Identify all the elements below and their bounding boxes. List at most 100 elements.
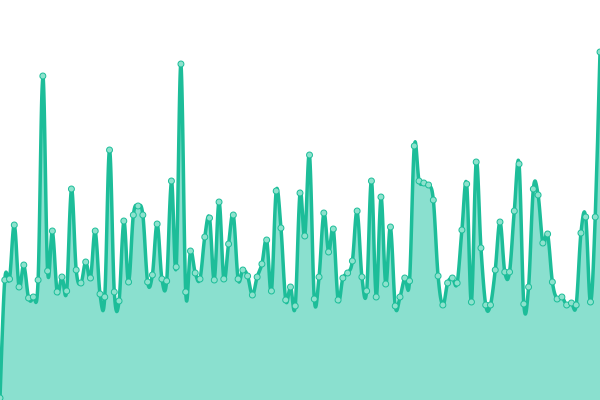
data-point-68 [320, 209, 328, 217]
data-point-23 [106, 146, 114, 154]
data-point-115 [544, 230, 552, 238]
data-point-114 [539, 239, 547, 247]
data-point-94 [444, 279, 452, 287]
data-point-51 [239, 266, 247, 274]
data-point-14 [63, 287, 71, 295]
data-point-62 [291, 302, 299, 310]
data-point-60 [282, 296, 290, 304]
data-point-38 [177, 60, 185, 68]
data-point-83 [391, 302, 399, 310]
data-point-29 [134, 202, 142, 210]
data-point-24 [110, 288, 118, 296]
data-point-58 [272, 187, 280, 195]
data-point-31 [144, 278, 152, 286]
data-point-43 [201, 233, 209, 241]
data-point-90 [425, 181, 433, 189]
data-point-103 [486, 301, 494, 309]
data-point-4 [15, 283, 23, 291]
data-point-17 [77, 279, 85, 287]
data-point-66 [310, 295, 318, 303]
data-point-32 [148, 271, 156, 279]
data-point-76 [358, 273, 366, 281]
data-point-11 [48, 227, 56, 235]
data-points [0, 48, 600, 400]
data-point-77 [363, 287, 371, 295]
data-point-35 [163, 277, 171, 285]
data-point-72 [339, 274, 347, 282]
data-point-39 [182, 288, 190, 296]
data-point-28 [129, 211, 137, 219]
data-point-116 [548, 278, 556, 286]
data-point-30 [139, 211, 147, 219]
data-point-81 [382, 280, 390, 288]
data-point-22 [101, 293, 109, 301]
data-point-75 [353, 207, 361, 215]
data-point-110 [520, 300, 528, 308]
data-point-18 [82, 258, 90, 266]
data-point-108 [510, 207, 518, 215]
data-point-92 [434, 272, 442, 280]
data-point-16 [72, 266, 80, 274]
data-point-107 [506, 268, 514, 276]
data-point-15 [67, 185, 75, 193]
data-point-65 [306, 151, 314, 159]
data-point-8 [34, 276, 42, 284]
series-line [0, 51, 600, 399]
data-point-2 [6, 275, 14, 283]
data-point-54 [253, 273, 261, 281]
data-point-118 [558, 293, 566, 301]
data-point-100 [472, 158, 480, 166]
data-point-124 [586, 298, 594, 306]
data-point-33 [153, 220, 161, 228]
data-point-79 [372, 293, 380, 301]
data-point-78 [367, 177, 375, 185]
data-point-104 [491, 266, 499, 274]
data-point-101 [477, 244, 485, 252]
data-point-91 [429, 196, 437, 204]
data-point-126 [596, 48, 600, 56]
data-point-93 [439, 301, 447, 309]
data-point-121 [572, 301, 580, 309]
data-point-9 [39, 72, 47, 80]
data-point-40 [186, 247, 194, 255]
data-point-3 [10, 221, 18, 229]
data-point-112 [529, 185, 537, 193]
data-point-71 [334, 296, 342, 304]
data-point-19 [86, 274, 94, 282]
data-point-27 [125, 278, 133, 286]
data-point-41 [191, 269, 199, 277]
data-point-37 [172, 263, 180, 271]
data-point-49 [229, 211, 237, 219]
data-point-47 [220, 275, 228, 283]
data-point-7 [29, 293, 37, 301]
data-point-56 [263, 236, 271, 244]
data-point-13 [58, 273, 66, 281]
data-point-125 [591, 213, 599, 221]
data-point-122 [577, 229, 585, 237]
data-point-67 [315, 273, 323, 281]
data-point-48 [225, 240, 233, 248]
data-point-36 [167, 177, 175, 185]
data-point-97 [458, 226, 466, 234]
data-point-73 [344, 269, 352, 277]
data-point-74 [348, 257, 356, 265]
data-point-55 [258, 260, 266, 268]
data-point-123 [582, 213, 590, 221]
data-point-96 [453, 279, 461, 287]
data-point-26 [120, 217, 128, 225]
data-point-95 [448, 274, 456, 282]
data-point-111 [525, 283, 533, 291]
data-point-82 [386, 223, 394, 231]
data-point-57 [267, 287, 275, 295]
data-point-25 [115, 297, 123, 305]
data-point-61 [286, 283, 294, 291]
data-point-52 [244, 272, 252, 280]
data-point-87 [410, 142, 418, 150]
data-point-20 [91, 227, 99, 235]
data-point-46 [215, 198, 223, 206]
data-point-69 [325, 248, 333, 256]
data-point-59 [277, 224, 285, 232]
data-point-50 [234, 275, 242, 283]
data-point-53 [248, 291, 256, 299]
data-point-12 [53, 288, 61, 296]
